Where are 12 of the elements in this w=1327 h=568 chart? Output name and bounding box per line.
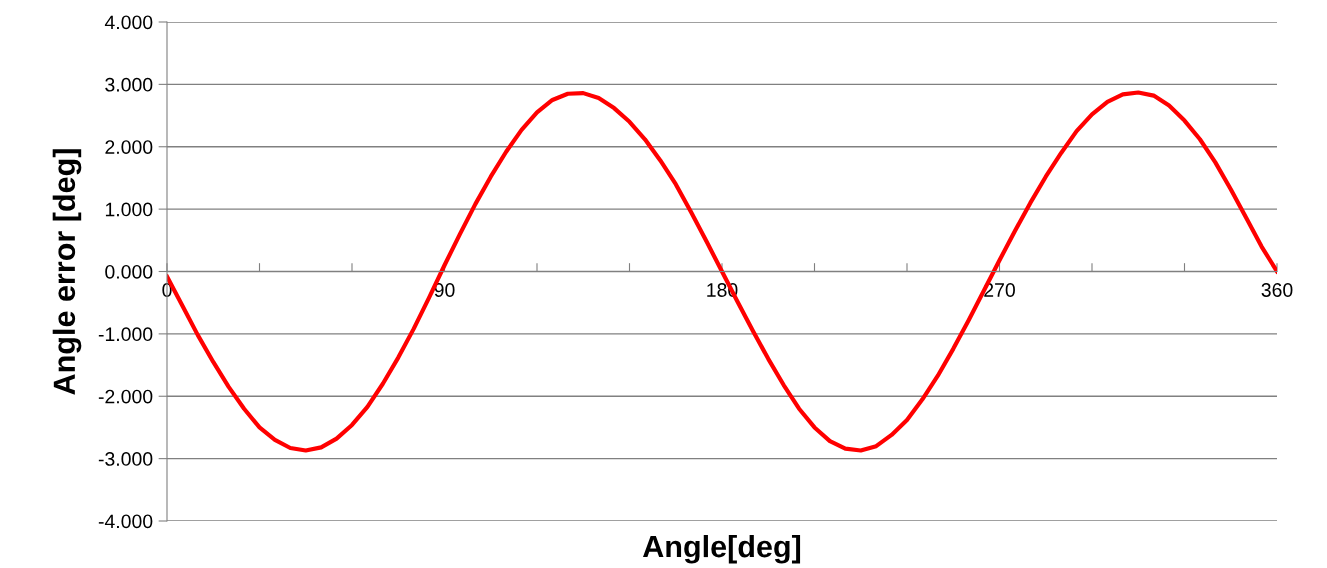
- y-axis-title: Angle error [deg]: [52, 149, 82, 395]
- y-tick-label: 4.000: [104, 15, 153, 30]
- x-axis-title: Angle[deg]: [642, 534, 801, 564]
- y-tick-label: -1.000: [98, 327, 153, 342]
- x-tick-label: 360: [1261, 283, 1293, 297]
- y-tick-label: 0.000: [105, 264, 153, 279]
- y-tick-label: -2.000: [98, 389, 153, 404]
- y-tick-label: 3.000: [105, 77, 153, 92]
- y-tick-label: 2.000: [105, 140, 153, 154]
- y-tick-label: -4.000: [98, 514, 153, 529]
- y-tick-label: -3.000: [98, 452, 153, 466]
- y-tick-label: 1.000: [105, 202, 153, 217]
